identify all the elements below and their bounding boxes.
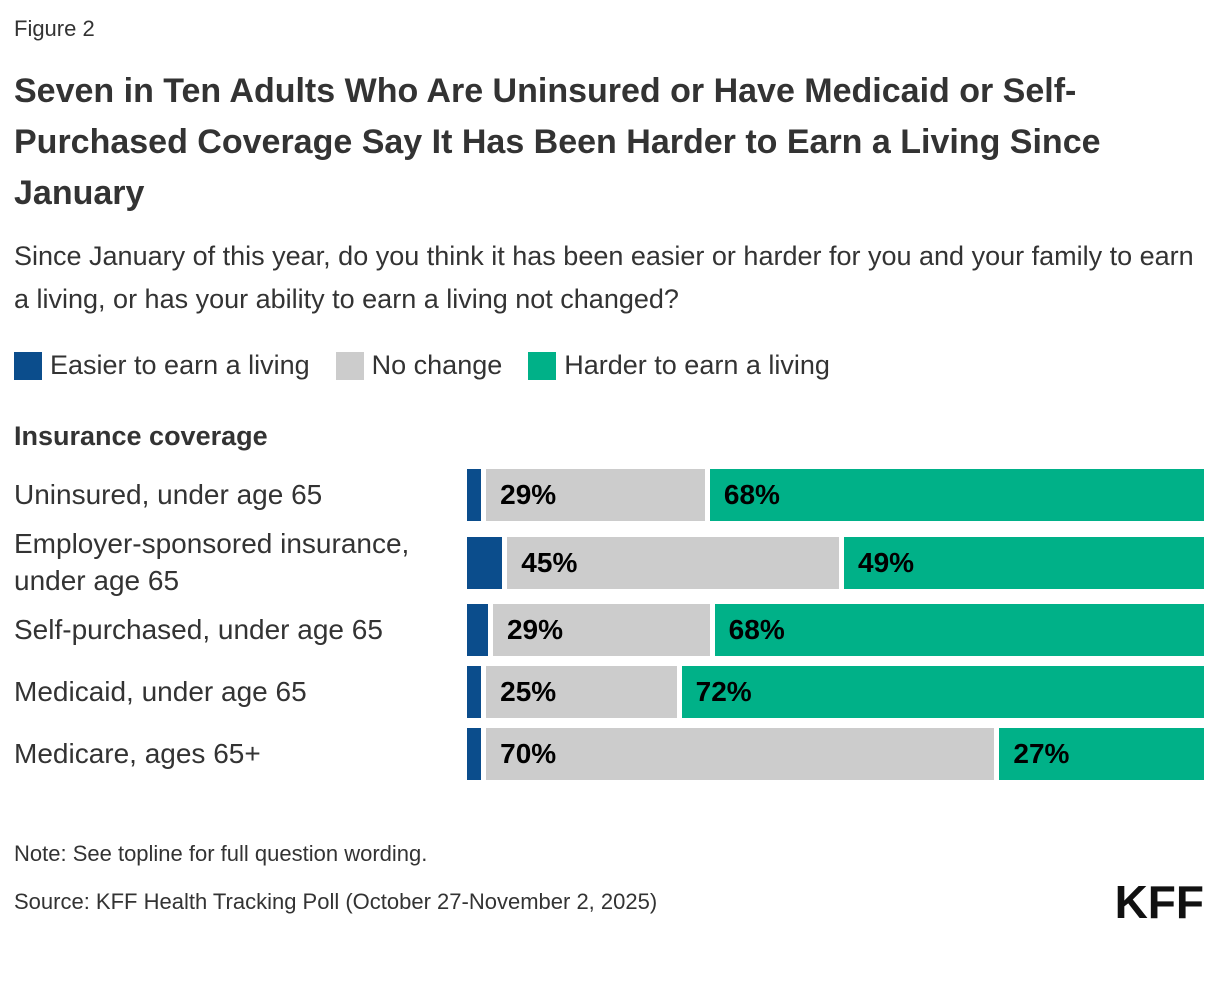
no-change-color-swatch-icon xyxy=(335,351,364,380)
chart-row-medicare: Medicare, ages 65+ 70% 27% xyxy=(14,723,1205,785)
bar-segment-no-change: 25% xyxy=(486,666,677,719)
chart-note: Note: See topline for full question word… xyxy=(14,841,428,867)
bar-segment-no-change: 29% xyxy=(486,469,705,522)
legend-item-no-change: No change xyxy=(335,350,503,381)
bar-segment-easier xyxy=(467,469,482,522)
stacked-bar-chart: Uninsured, under age 65 29% 68% Employer… xyxy=(14,464,1205,785)
kff-logo: KFF xyxy=(1114,876,1204,929)
source-attribution: Source: KFF Health Tracking Poll (Octobe… xyxy=(14,889,658,915)
chart-legend: Easier to earn a living No change Harder… xyxy=(14,350,1204,381)
chart-footer: Source: KFF Health Tracking Poll (Octobe… xyxy=(14,879,1204,925)
legend-label: No change xyxy=(371,350,503,381)
chart-row-self-purchased: Self-purchased, under age 65 29% 68% xyxy=(14,599,1204,661)
chart-row-uninsured: Uninsured, under age 65 29% 68% xyxy=(14,464,1204,526)
easier-color-swatch-icon xyxy=(14,351,42,380)
bar-segment-harder: 68% xyxy=(709,469,1204,522)
bar-segment-no-change: 70% xyxy=(486,728,995,781)
bar-segment-harder: 49% xyxy=(844,536,1204,589)
category-label: Medicare, ages 65+ xyxy=(14,737,261,769)
survey-question-subtitle: Since January of this year, do you think… xyxy=(14,241,1194,314)
group-header-insurance-coverage: Insurance coverage xyxy=(14,421,268,452)
bar-segment-no-change: 45% xyxy=(507,536,840,589)
page-title: Seven in Ten Adults Who Are Uninsured or… xyxy=(14,72,1101,212)
bar-segment-no-change: 29% xyxy=(492,604,710,657)
stacked-bar: 45% 49% xyxy=(467,536,1204,589)
category-label: Self-purchased, under age 65 xyxy=(14,613,383,645)
figure-label: Figure 2 xyxy=(14,16,95,41)
bar-segment-harder: 68% xyxy=(714,604,1204,657)
stacked-bar: 29% 68% xyxy=(467,604,1204,657)
stacked-bar: 70% 27% xyxy=(467,728,1205,781)
legend-label: Easier to earn a living xyxy=(50,350,310,381)
legend-item-harder: Harder to earn a living xyxy=(528,350,830,381)
chart-row-medicaid: Medicaid, under age 65 25% 72% xyxy=(14,661,1204,723)
bar-segment-easier xyxy=(467,728,482,781)
bar-segment-easier xyxy=(467,666,482,719)
chart-row-employer: Employer-sponsored insurance, under age … xyxy=(14,526,1204,599)
category-label: Uninsured, under age 65 xyxy=(14,479,323,511)
bar-segment-easier xyxy=(467,536,503,589)
bar-segment-easier xyxy=(467,604,488,657)
legend-label: Harder to earn a living xyxy=(564,350,830,381)
bar-segment-harder: 27% xyxy=(999,728,1205,781)
category-label: Medicaid, under age 65 xyxy=(14,675,307,707)
legend-item-easier: Easier to earn a living xyxy=(14,350,310,381)
category-label: Employer-sponsored insurance, under age … xyxy=(14,528,410,596)
stacked-bar: 29% 68% xyxy=(467,469,1204,522)
harder-color-swatch-icon xyxy=(528,351,557,380)
bar-segment-harder: 72% xyxy=(681,666,1204,719)
stacked-bar: 25% 72% xyxy=(467,666,1204,719)
